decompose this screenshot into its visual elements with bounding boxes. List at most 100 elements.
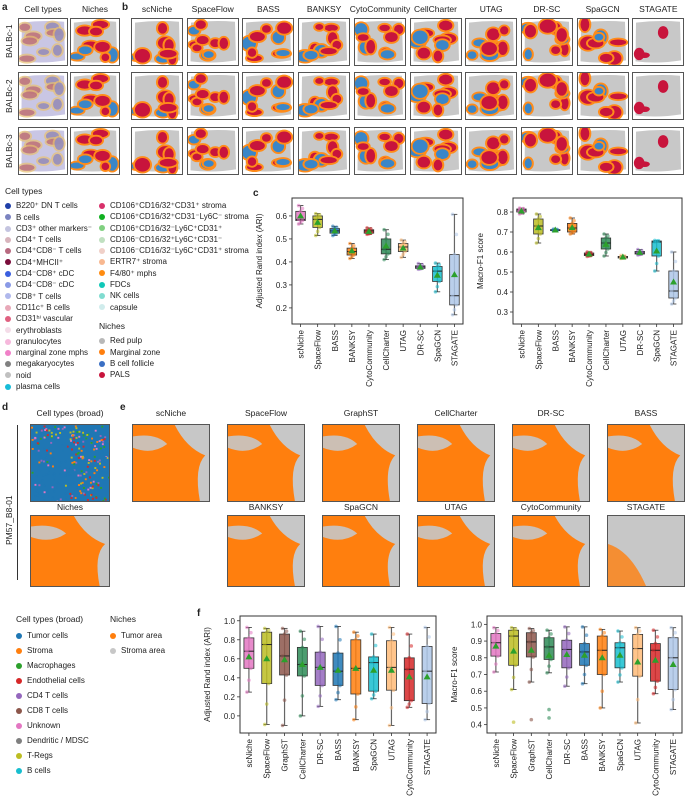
mean-marker	[450, 271, 458, 278]
legend-item: erythroblasts	[5, 325, 92, 336]
legend-label: Tumor cells	[27, 631, 69, 640]
data-point	[538, 214, 543, 219]
data-point	[365, 226, 369, 230]
data-point	[568, 216, 573, 220]
data-point	[584, 633, 589, 638]
data-point	[492, 625, 496, 630]
data-point	[338, 637, 342, 642]
legend-dot-icon	[5, 372, 11, 379]
chart-c-macro-f1: 0.3 0.4 0.5 0.6 0.7 0.8 Macro-F1 score scNiche S…	[476, 197, 683, 387]
x-tick-label: DR-SC	[636, 330, 645, 356]
legend-label: PALS	[110, 370, 130, 380]
data-point	[317, 212, 322, 217]
legend-title: Niches	[110, 614, 136, 624]
method-niche-map	[186, 127, 239, 175]
data-point	[636, 247, 640, 252]
legend-item: Tumor cells	[16, 628, 89, 643]
x-tick-label: DR-SC	[563, 739, 572, 765]
data-point	[300, 206, 305, 211]
data-point	[348, 241, 352, 246]
data-point	[437, 279, 442, 284]
box-STAGATE	[449, 254, 460, 306]
legend-label: erythroblasts	[16, 325, 62, 335]
data-point	[409, 698, 414, 703]
data-point	[423, 625, 427, 630]
x-tick-label: UTAG	[387, 739, 396, 761]
mean-marker	[423, 673, 431, 680]
data-point	[538, 232, 543, 236]
mean-marker	[365, 227, 373, 234]
data-point	[433, 290, 438, 294]
method-title: UTAG	[479, 4, 503, 14]
data-point	[247, 636, 251, 640]
row-label-balbc-1: BALBc-1	[4, 24, 14, 58]
legend-dot-icon	[110, 647, 116, 654]
data-point	[635, 697, 640, 702]
method-niche-map	[353, 72, 406, 120]
data-point	[545, 645, 549, 649]
method-niche-map	[512, 424, 590, 502]
data-point	[423, 717, 427, 722]
legend-label: F4/80⁺ mphs	[110, 268, 157, 278]
legend-dot-icon	[5, 293, 11, 300]
panel-d-title-cell-types: Cell types (broad)	[36, 408, 104, 418]
method-niche-map	[465, 72, 518, 120]
legend-item: F4/80⁺ mphs	[99, 268, 249, 279]
x-tick-label: BANKSY	[598, 738, 607, 771]
y-tick-label: 0.8	[497, 208, 509, 217]
legend-dot-icon	[5, 361, 11, 368]
data-point	[584, 663, 589, 668]
x-tick-label: SpaGCN	[433, 330, 442, 362]
method-niche-map	[227, 424, 305, 502]
legend-item: CD4⁺CD8⁻ T cells	[5, 245, 92, 256]
panel-d-title-niches: Niches	[57, 502, 83, 512]
data-point	[562, 684, 567, 688]
data-point	[249, 630, 253, 635]
method-niche-map	[322, 424, 400, 502]
legend-label: Unknown	[27, 721, 61, 730]
data-point	[403, 249, 407, 254]
data-point	[637, 674, 642, 678]
y-tick-label: 0.8	[471, 654, 483, 663]
data-point	[315, 229, 320, 234]
data-point	[298, 629, 303, 634]
legend-item: CD106⁺CD16/32⁻Ly6C⁺CD31⁺	[99, 223, 249, 234]
legend-item: Macrophages	[16, 658, 89, 673]
legend-title: Cell types (broad)	[16, 614, 84, 624]
x-tick-label: scNiche	[492, 738, 501, 767]
legend-item: NK cells	[99, 290, 249, 301]
data-point	[247, 678, 251, 683]
x-tick-label: UTAG	[399, 330, 408, 352]
method-niche-map	[520, 127, 573, 175]
data-point	[547, 664, 551, 668]
y-tick-label: 0.8	[224, 636, 236, 645]
panel-label-c: c	[253, 188, 259, 199]
data-point	[531, 628, 536, 633]
y-tick-label: 1.0	[471, 620, 483, 629]
mean-marker	[517, 207, 525, 214]
legend-item: CD106⁺CD16/32⁺CD31⁻Ly6C⁻ stroma	[99, 211, 249, 222]
data-point	[331, 224, 335, 229]
data-point	[387, 665, 392, 670]
data-point	[656, 254, 661, 258]
mean-marker	[598, 654, 606, 661]
x-tick-label: CellCharter	[545, 739, 554, 780]
legend-item: Stroma	[16, 643, 89, 658]
data-point	[382, 227, 386, 232]
legend-dot-icon	[99, 225, 105, 232]
data-point	[403, 240, 407, 244]
legend-label: T-Regs	[27, 751, 53, 760]
method-title: DR-SC	[533, 4, 561, 14]
data-point	[620, 666, 624, 670]
legend-item: T-Regs	[16, 748, 89, 763]
data-point	[566, 666, 571, 670]
data-point	[416, 261, 421, 266]
x-tick-label: BASS	[551, 330, 560, 351]
legend-dot-icon	[16, 707, 22, 714]
x-tick-label: STAGATE	[669, 739, 678, 775]
data-point	[496, 654, 500, 658]
data-point	[425, 644, 429, 649]
data-point	[562, 647, 567, 652]
legend-dot-icon	[5, 315, 11, 322]
data-point	[598, 648, 603, 653]
